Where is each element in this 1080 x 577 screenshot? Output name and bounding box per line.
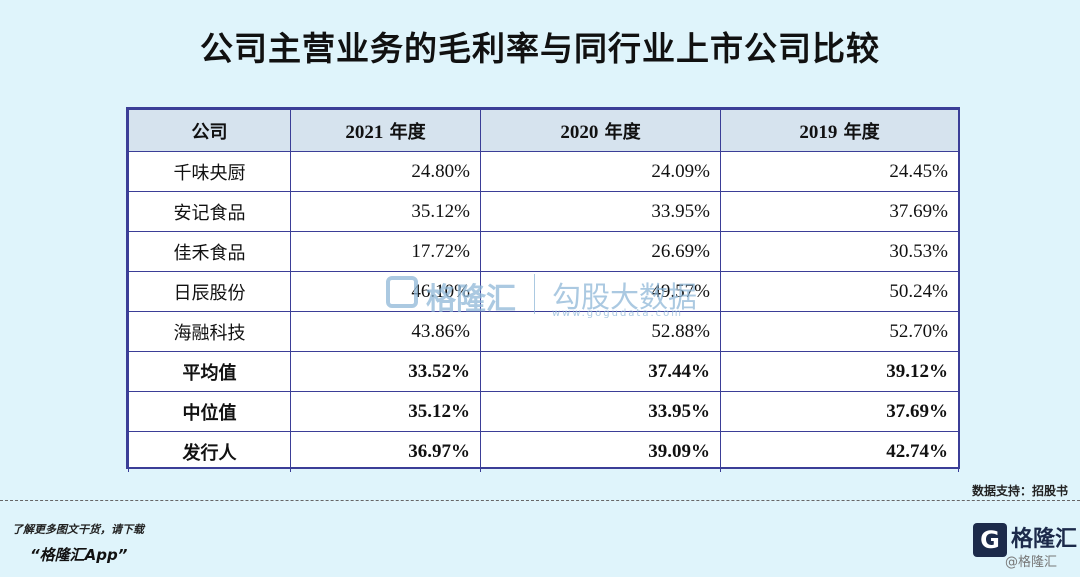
- footer-app-name: “格隆汇App”: [30, 546, 128, 564]
- table-header-row: 公司 2021 年度 2020 年度 2019 年度: [128, 109, 959, 152]
- table-row: 日辰股份 46.10% 49.57% 50.24%: [128, 271, 959, 312]
- cell-2020: 33.95%: [480, 391, 721, 432]
- row-summary-name: 平均值: [128, 351, 291, 392]
- table-row: 佳禾食品 17.72% 26.69% 30.53%: [128, 231, 959, 272]
- cell-2021: 43.86%: [290, 311, 481, 352]
- header-2019-suffix: 年度: [843, 121, 880, 143]
- table-row-median: 中位值 35.12% 33.95% 37.69%: [128, 391, 959, 432]
- cell-2019: 37.69%: [720, 191, 959, 232]
- page-title: 公司主营业务的毛利率与同行业上市公司比较: [200, 29, 880, 68]
- cell-2020: 24.09%: [480, 151, 721, 192]
- brand-logo: G 格隆汇 @格隆汇: [973, 521, 1077, 570]
- cell-2021: 35.12%: [290, 391, 481, 432]
- row-company-name: 安记食品: [128, 191, 291, 232]
- footer-prompt: 了解更多图文干货，请下载: [12, 523, 144, 536]
- table-row: 千味央厨 24.80% 24.09% 24.45%: [128, 151, 959, 192]
- brand-name: 格隆汇: [1011, 527, 1078, 552]
- cell-2020: 26.69%: [480, 231, 721, 272]
- row-company-name: 日辰股份: [128, 271, 291, 312]
- cell-2021: 24.80%: [290, 151, 481, 192]
- table-row: 安记食品 35.12% 33.95% 37.69%: [128, 191, 959, 232]
- cell-2019: 42.74%: [720, 431, 959, 472]
- table-row-issuer: 发行人 36.97% 39.09% 42.74%: [128, 431, 959, 472]
- header-2021: 2021 年度: [290, 109, 481, 152]
- header-2021-suffix: 年度: [389, 121, 426, 143]
- cell-2019: 52.70%: [720, 311, 959, 352]
- cell-2019: 24.45%: [720, 151, 959, 192]
- header-company: 公司: [128, 109, 291, 152]
- cell-2020: 33.95%: [480, 191, 721, 232]
- brand-handle: @格隆汇: [1005, 555, 1058, 570]
- cell-2021: 35.12%: [290, 191, 481, 232]
- cell-2020: 37.44%: [480, 351, 721, 392]
- row-summary-name: 发行人: [128, 431, 291, 472]
- table-row-average: 平均值 33.52% 37.44% 39.12%: [128, 351, 959, 392]
- header-2020: 2020 年度: [480, 109, 721, 152]
- table-row: 海融科技 43.86% 52.88% 52.70%: [128, 311, 959, 352]
- cell-2021: 46.10%: [290, 271, 481, 312]
- cell-2020: 39.09%: [480, 431, 721, 472]
- row-company-name: 海融科技: [128, 311, 291, 352]
- footer-divider: [0, 500, 1080, 501]
- data-source: 数据支持：招股书: [971, 484, 1068, 498]
- cell-2019: 39.12%: [720, 351, 959, 392]
- cell-2019: 37.69%: [720, 391, 959, 432]
- gross-margin-table: 公司 2021 年度 2020 年度 2019 年度 千味央厨 24.80% 2…: [126, 107, 960, 472]
- row-company-name: 佳禾食品: [128, 231, 291, 272]
- row-company-name: 千味央厨: [128, 151, 291, 192]
- brand-g-icon: G: [973, 523, 1007, 557]
- header-2020-suffix: 年度: [604, 121, 641, 143]
- cell-2020: 52.88%: [480, 311, 721, 352]
- cell-2021: 33.52%: [290, 351, 481, 392]
- cell-2021: 17.72%: [290, 231, 481, 272]
- cell-2019: 30.53%: [720, 231, 959, 272]
- cell-2020: 49.57%: [480, 271, 721, 312]
- row-summary-name: 中位值: [128, 391, 291, 432]
- cell-2019: 50.24%: [720, 271, 959, 312]
- cell-2021: 36.97%: [290, 431, 481, 472]
- header-2019: 2019 年度: [720, 109, 959, 152]
